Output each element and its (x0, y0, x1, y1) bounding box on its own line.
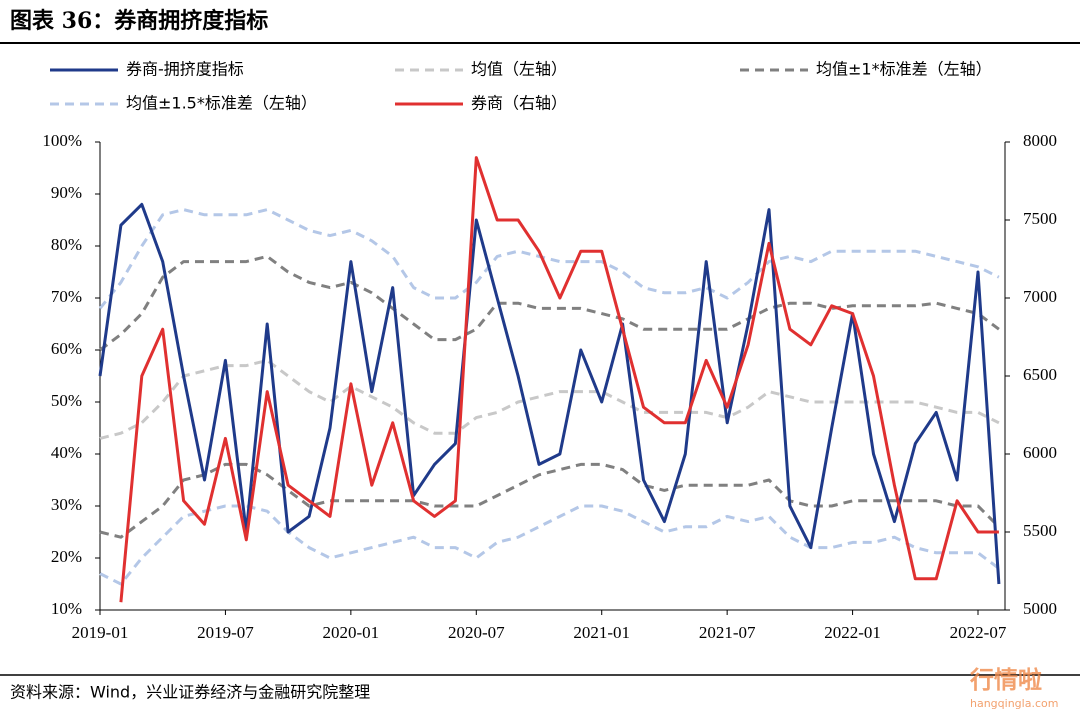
y-tick-label: 60% (51, 339, 82, 358)
legend-label: 均值±1*标准差（左轴） (816, 60, 992, 79)
series-line (98, 202, 1001, 585)
x-tick-label: 2020-07 (448, 623, 505, 642)
x-tick-label: 2021-01 (573, 623, 630, 642)
legend-label: 券商-拥挤度指标 (126, 60, 244, 79)
x-tick-label: 2019-07 (197, 623, 254, 642)
x-tick-label: 2022-07 (950, 623, 1007, 642)
y2-tick-label: 5000 (1023, 599, 1057, 618)
y-tick-label: 70% (51, 287, 82, 306)
legend-label: 均值±1.5*标准差（左轴） (126, 94, 317, 113)
series-line (119, 156, 999, 603)
y-tick-label: 80% (51, 235, 82, 254)
legend-label: 券商（右轴） (471, 94, 567, 113)
source: 资料来源：Wind，兴业证券经济与金融研究院整理 (10, 683, 370, 702)
y-tick-label: 20% (51, 547, 82, 566)
y2-tick-label: 5500 (1023, 521, 1057, 540)
series-line (99, 462, 1000, 539)
y-tick-label: 10% (51, 599, 82, 618)
x-tick-label: 2020-01 (323, 623, 380, 642)
x-tick-label: 2021-07 (699, 623, 756, 642)
y2-tick-label: 7000 (1023, 287, 1057, 306)
x-tick-label: 2022-01 (824, 623, 881, 642)
y-tick-label: 40% (51, 443, 82, 462)
legend-label: 均值（左轴） (471, 60, 567, 79)
y2-tick-label: 7500 (1023, 209, 1057, 228)
watermark-url: hangqingla.com (970, 697, 1058, 710)
watermark: 行情啦 (969, 666, 1042, 694)
series-line (98, 208, 1000, 310)
y-tick-label: 30% (51, 495, 82, 514)
y-tick-label: 90% (51, 183, 82, 202)
series-line (99, 254, 1000, 352)
chart-title: 图表 36：券商拥挤度指标 (10, 8, 268, 34)
series-line (99, 358, 1000, 440)
series-line (99, 504, 1000, 586)
y2-tick-label: 6000 (1023, 443, 1057, 462)
y-tick-label: 50% (51, 391, 82, 410)
y-tick-label: 100% (42, 131, 82, 150)
y2-tick-label: 6500 (1023, 365, 1057, 384)
y2-tick-label: 8000 (1023, 131, 1057, 150)
x-tick-label: 2019-01 (72, 623, 129, 642)
